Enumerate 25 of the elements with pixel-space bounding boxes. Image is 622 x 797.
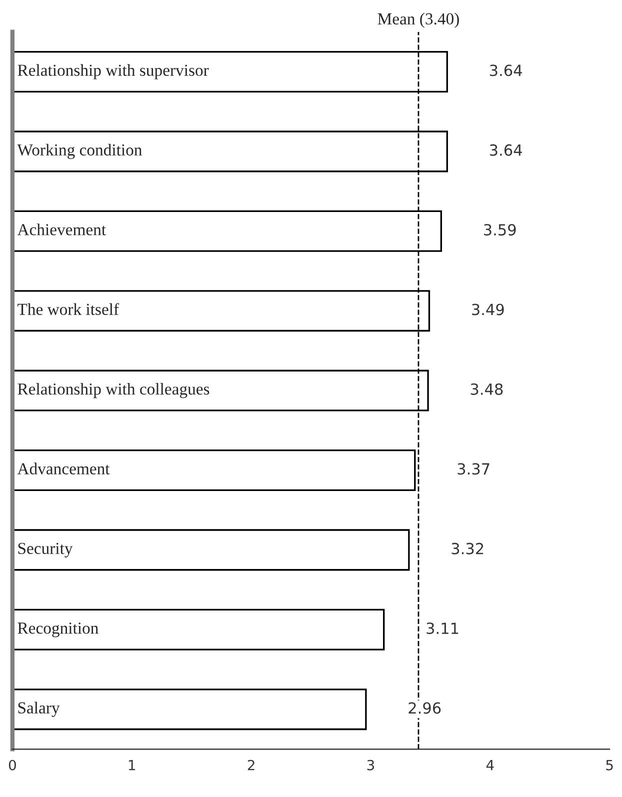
x-tick-label: 3 xyxy=(367,760,374,770)
y-tick-label: Advancement xyxy=(17,462,110,474)
x-tick-label: 4 xyxy=(486,760,494,770)
data-label: 3.59 xyxy=(484,224,516,236)
data-label: 3.64 xyxy=(490,144,522,156)
y-tick-label: Recognition xyxy=(18,622,98,638)
y-tick-label: Relationship with supervisor xyxy=(18,64,209,80)
x-tick-label: 5 xyxy=(606,760,613,770)
data-label: 3.64 xyxy=(490,64,522,76)
data-label: 2.96 xyxy=(408,702,441,714)
x-tick-label: 1 xyxy=(128,760,135,770)
data-label: 3.11 xyxy=(426,622,458,634)
data-label: 3.49 xyxy=(472,304,504,316)
x-tick-label: 0 xyxy=(8,760,16,770)
x-tick-label: 2 xyxy=(248,760,254,770)
y-tick-label: Salary xyxy=(18,702,60,717)
y-tick-label: Achievement xyxy=(17,224,106,236)
data-label: 3.37 xyxy=(458,463,490,475)
y-tick-label: Security xyxy=(18,542,73,558)
y-tick-label: The work itself xyxy=(18,303,120,315)
data-label: 3.32 xyxy=(452,542,484,554)
y-tick-label: Relationship with colleagues xyxy=(18,382,210,398)
ref-line-label: Mean (3.40) xyxy=(378,12,459,28)
y-tick-label: Working condition xyxy=(17,144,142,160)
data-label: 3.48 xyxy=(470,383,503,395)
